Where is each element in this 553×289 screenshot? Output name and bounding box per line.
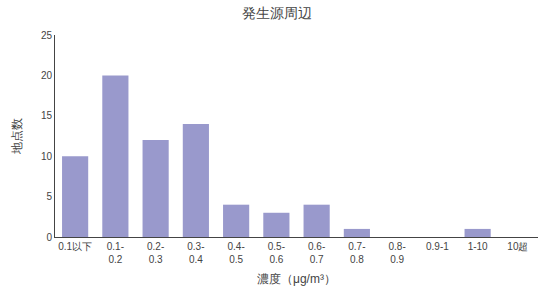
svg-text:発生源周辺: 発生源周辺 bbox=[242, 5, 312, 21]
svg-text:0.6-0.7: 0.6-0.7 bbox=[308, 241, 325, 265]
svg-text:濃度（μg/m³）: 濃度（μg/m³） bbox=[257, 272, 336, 286]
svg-text:10超: 10超 bbox=[507, 241, 528, 252]
svg-text:20: 20 bbox=[41, 70, 53, 81]
svg-text:0.7-0.8: 0.7-0.8 bbox=[348, 241, 365, 265]
svg-text:10: 10 bbox=[41, 151, 53, 162]
svg-text:0.1以下: 0.1以下 bbox=[58, 241, 92, 252]
svg-text:0.1-0.2: 0.1-0.2 bbox=[107, 241, 124, 265]
svg-text:25: 25 bbox=[41, 30, 53, 41]
svg-text:地点数: 地点数 bbox=[10, 118, 24, 155]
svg-text:0.4-0.5: 0.4-0.5 bbox=[228, 241, 245, 265]
svg-text:15: 15 bbox=[41, 110, 53, 121]
svg-text:5: 5 bbox=[46, 191, 52, 202]
svg-text:0.5-0.6: 0.5-0.6 bbox=[268, 241, 285, 265]
svg-text:0.3-0.4: 0.3-0.4 bbox=[187, 241, 204, 265]
svg-text:1-10: 1-10 bbox=[468, 241, 488, 252]
svg-text:0: 0 bbox=[46, 232, 52, 243]
svg-text:0.8-0.9: 0.8-0.9 bbox=[389, 241, 406, 265]
svg-text:0.2-0.3: 0.2-0.3 bbox=[147, 241, 164, 265]
svg-text:0.9-1: 0.9-1 bbox=[426, 241, 449, 252]
